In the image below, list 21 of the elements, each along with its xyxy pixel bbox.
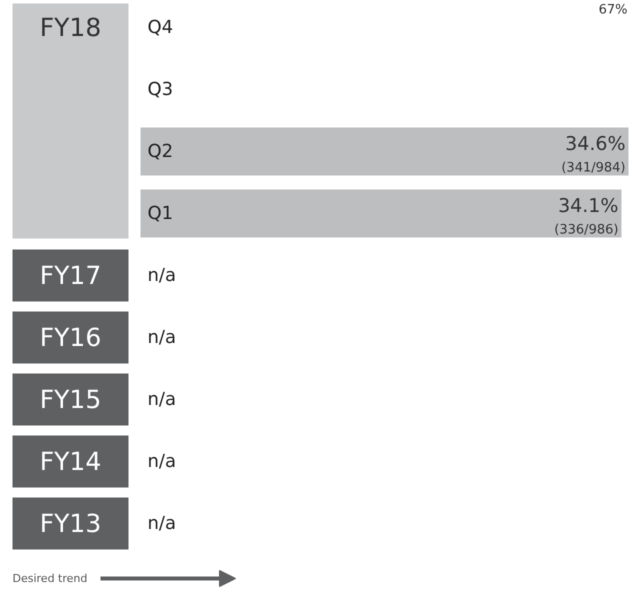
- y-tick-label: Q2: [148, 141, 174, 162]
- y-tick-label: n/a: [148, 265, 176, 286]
- annotation: 67%: [598, 2, 628, 18]
- y-tick-label: Q3: [148, 79, 174, 100]
- annotation: (341/984): [561, 160, 626, 176]
- annotation: (336/986): [554, 222, 618, 238]
- y-tick-label: n/a: [148, 451, 176, 472]
- text: FY13: [40, 509, 102, 538]
- y-tick-label: n/a: [148, 513, 176, 534]
- text: Desired trend: [12, 572, 88, 585]
- data-label: 34.6%: [565, 133, 626, 156]
- text: FY14: [40, 447, 102, 476]
- text: FY15: [40, 385, 102, 414]
- y-tick-label: n/a: [148, 389, 176, 410]
- text: FY18: [40, 13, 102, 42]
- y-tick-label: Q4: [148, 17, 174, 38]
- text: FY16: [40, 323, 102, 352]
- text: FY17: [40, 261, 102, 290]
- data-label: 34.1%: [558, 195, 618, 218]
- y-tick-label: n/a: [148, 327, 176, 348]
- y-tick-label: Q1: [148, 203, 174, 224]
